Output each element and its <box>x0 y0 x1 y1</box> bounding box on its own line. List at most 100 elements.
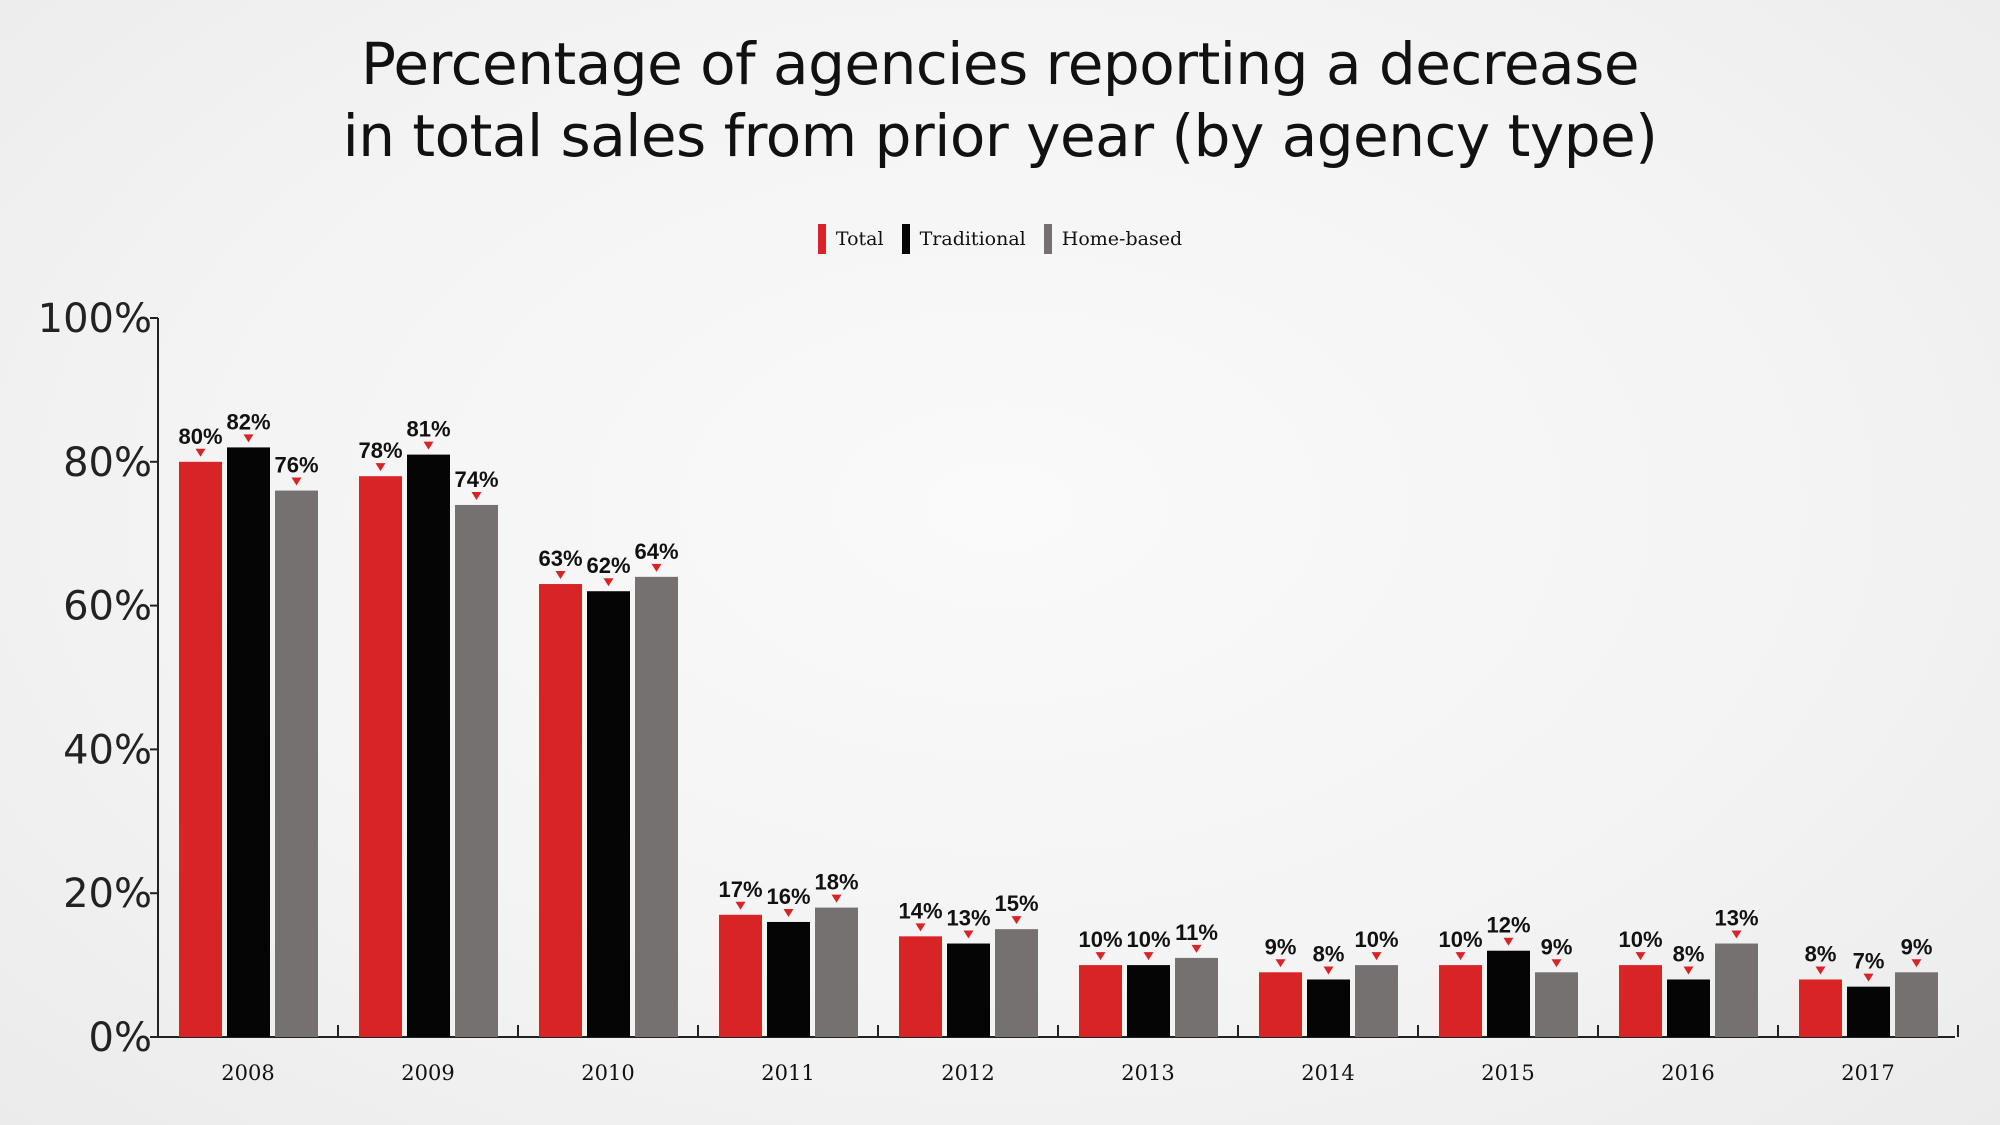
data-label-home-based-2017: 9% <box>1901 934 1933 959</box>
data-label-traditional-2008: 82% <box>226 409 270 434</box>
chart-title: Percentage of agencies reporting a decre… <box>0 28 2000 172</box>
x-tick-label-2011: 2011 <box>761 1061 814 1085</box>
y-tick-label-60: 60% <box>63 584 152 630</box>
bar-traditional-2009 <box>407 454 450 1037</box>
bar-traditional-2008 <box>227 447 270 1037</box>
marker-total-2012 <box>915 923 926 932</box>
bar-total-2008 <box>179 461 222 1037</box>
legend-item-total: Total <box>817 224 884 254</box>
marker-total-2008 <box>195 448 206 457</box>
marker-home-based-2008 <box>291 477 302 486</box>
marker-traditional-2011 <box>783 908 794 917</box>
marker-home-based-2012 <box>1011 916 1022 925</box>
data-label-home-based-2016: 13% <box>1714 906 1758 931</box>
legend-item-home-based: Home-based <box>1043 224 1183 254</box>
bar-home-based-2015 <box>1535 972 1578 1037</box>
marker-home-based-2016 <box>1731 930 1742 939</box>
x-tick-label-2015: 2015 <box>1481 1061 1534 1085</box>
x-tick-label-2012: 2012 <box>941 1061 994 1085</box>
y-tick-label-20: 20% <box>63 871 152 917</box>
data-label-home-based-2008: 76% <box>274 453 318 478</box>
x-tick-label-2017: 2017 <box>1841 1061 1894 1085</box>
legend: Total Traditional Home-based <box>0 224 2000 254</box>
data-label-total-2010: 63% <box>538 546 582 571</box>
y-tick-label-40: 40% <box>63 727 152 773</box>
marker-traditional-2012 <box>963 930 974 939</box>
marker-traditional-2008 <box>243 434 254 443</box>
bar-home-based-2013 <box>1175 957 1218 1037</box>
marker-home-based-2010 <box>651 563 662 572</box>
x-tick-label-2010: 2010 <box>581 1061 634 1085</box>
legend-swatch-traditional <box>901 224 910 254</box>
legend-item-traditional: Traditional <box>901 224 1026 254</box>
marker-traditional-2014 <box>1323 966 1334 975</box>
bar-traditional-2017 <box>1847 986 1890 1037</box>
chart-title-line-2: in total sales from prior year (by agenc… <box>342 102 1658 170</box>
data-label-traditional-2012: 13% <box>946 906 990 931</box>
data-label-traditional-2013: 10% <box>1126 927 1170 952</box>
x-tick-label-2016: 2016 <box>1661 1061 1714 1085</box>
marker-traditional-2017 <box>1863 973 1874 982</box>
bar-traditional-2011 <box>767 921 810 1037</box>
data-label-home-based-2010: 64% <box>634 539 678 564</box>
marker-total-2010 <box>555 571 566 580</box>
marker-home-based-2013 <box>1191 944 1202 953</box>
marker-traditional-2010 <box>603 578 614 587</box>
marker-home-based-2017 <box>1911 959 1922 968</box>
data-label-total-2011: 17% <box>718 877 762 902</box>
data-label-traditional-2014: 8% <box>1313 941 1345 966</box>
marker-total-2015 <box>1455 952 1466 961</box>
marker-total-2009 <box>375 463 386 472</box>
bar-home-based-2011 <box>815 907 858 1037</box>
bar-total-2011 <box>719 914 762 1037</box>
bar-traditional-2013 <box>1127 965 1170 1037</box>
data-label-total-2012: 14% <box>898 898 942 923</box>
bar-home-based-2008 <box>275 490 318 1037</box>
bar-total-2010 <box>539 584 582 1037</box>
marker-home-based-2009 <box>471 491 482 500</box>
data-label-home-based-2015: 9% <box>1541 934 1573 959</box>
bar-total-2014 <box>1259 972 1302 1037</box>
marker-home-based-2015 <box>1551 959 1562 968</box>
y-tick-label-100: 100% <box>38 296 152 342</box>
marker-traditional-2015 <box>1503 937 1514 946</box>
chart-title-line-1: Percentage of agencies reporting a decre… <box>360 30 1640 98</box>
marker-total-2017 <box>1815 966 1826 975</box>
data-label-traditional-2016: 8% <box>1673 941 1705 966</box>
legend-label-home-based: Home-based <box>1061 228 1183 250</box>
x-tick-label-2008: 2008 <box>221 1061 274 1085</box>
x-tick-label-2013: 2013 <box>1121 1061 1174 1085</box>
bar-total-2009 <box>359 476 402 1037</box>
marker-total-2011 <box>735 901 746 910</box>
data-label-traditional-2015: 12% <box>1486 913 1530 938</box>
data-label-traditional-2011: 16% <box>766 884 810 909</box>
bar-home-based-2017 <box>1895 972 1938 1037</box>
data-label-home-based-2009: 74% <box>454 467 498 492</box>
x-tick-label-2009: 2009 <box>401 1061 454 1085</box>
bar-home-based-2009 <box>455 504 498 1037</box>
data-label-traditional-2010: 62% <box>586 553 630 578</box>
marker-traditional-2009 <box>423 441 434 450</box>
marker-home-based-2014 <box>1371 952 1382 961</box>
bar-total-2015 <box>1439 965 1482 1037</box>
data-label-traditional-2009: 81% <box>406 417 450 442</box>
bar-home-based-2012 <box>995 929 1038 1037</box>
y-tick-label-0: 0% <box>89 1015 152 1061</box>
data-label-total-2017: 8% <box>1805 941 1837 966</box>
bar-home-based-2016 <box>1715 943 1758 1037</box>
y-tick-label-80: 80% <box>63 440 152 486</box>
data-label-total-2009: 78% <box>358 438 402 463</box>
legend-swatch-home-based <box>1043 224 1052 254</box>
marker-total-2016 <box>1635 952 1646 961</box>
data-label-home-based-2012: 15% <box>994 891 1038 916</box>
marker-traditional-2016 <box>1683 966 1694 975</box>
marker-home-based-2011 <box>831 894 842 903</box>
data-label-total-2016: 10% <box>1618 927 1662 952</box>
marker-traditional-2013 <box>1143 952 1154 961</box>
bar-traditional-2016 <box>1667 979 1710 1037</box>
marker-total-2013 <box>1095 952 1106 961</box>
bar-home-based-2014 <box>1355 965 1398 1037</box>
data-label-home-based-2013: 11% <box>1175 920 1218 945</box>
bar-traditional-2012 <box>947 943 990 1037</box>
